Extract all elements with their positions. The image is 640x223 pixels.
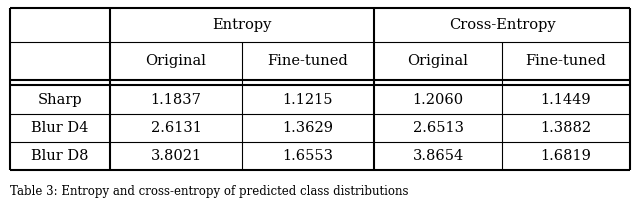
Text: 1.2060: 1.2060 (412, 93, 463, 107)
Text: 1.6819: 1.6819 (541, 149, 591, 163)
Text: 2.6131: 2.6131 (150, 121, 202, 135)
Text: 2.6513: 2.6513 (413, 121, 463, 135)
Text: Fine-tuned: Fine-tuned (268, 54, 348, 68)
Text: 1.6553: 1.6553 (282, 149, 333, 163)
Text: Original: Original (408, 54, 468, 68)
Text: Cross-Entropy: Cross-Entropy (449, 18, 556, 32)
Text: Table 3: Entropy and cross-entropy of predicted class distributions: Table 3: Entropy and cross-entropy of pr… (10, 186, 408, 198)
Text: Entropy: Entropy (212, 18, 272, 32)
Text: 1.1215: 1.1215 (283, 93, 333, 107)
Text: 1.1837: 1.1837 (150, 93, 202, 107)
Text: Fine-tuned: Fine-tuned (525, 54, 606, 68)
Text: 1.3882: 1.3882 (540, 121, 591, 135)
Text: Blur D4: Blur D4 (31, 121, 89, 135)
Text: Blur D8: Blur D8 (31, 149, 89, 163)
Text: 1.3629: 1.3629 (282, 121, 333, 135)
Text: 3.8021: 3.8021 (150, 149, 202, 163)
Text: 1.1449: 1.1449 (541, 93, 591, 107)
Text: 3.8654: 3.8654 (412, 149, 463, 163)
Text: Original: Original (145, 54, 207, 68)
Text: Sharp: Sharp (38, 93, 83, 107)
